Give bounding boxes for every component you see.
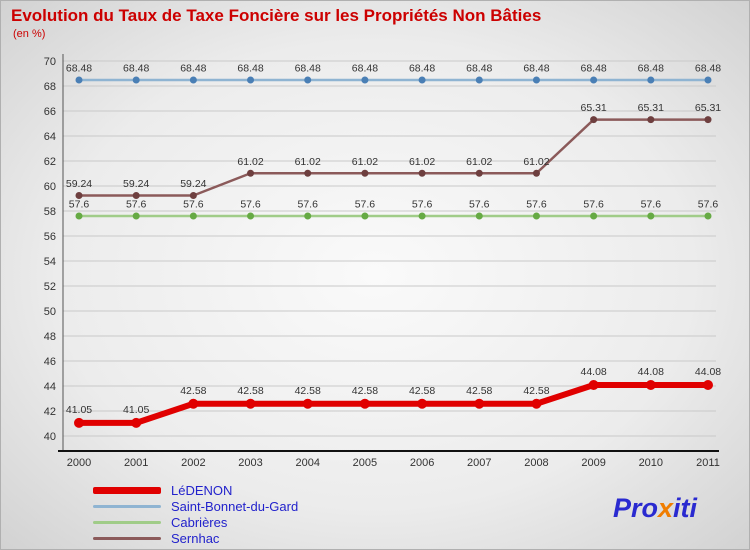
svg-text:57.6: 57.6: [526, 199, 547, 211]
legend-item: Saint-Bonnet-du-Gard: [93, 500, 298, 513]
svg-text:42.58: 42.58: [352, 385, 378, 397]
svg-text:44.08: 44.08: [695, 366, 721, 378]
svg-text:68.48: 68.48: [352, 63, 378, 75]
svg-text:57.6: 57.6: [698, 199, 719, 211]
svg-text:60: 60: [44, 181, 56, 193]
svg-text:57.6: 57.6: [412, 199, 433, 211]
svg-text:68.48: 68.48: [580, 63, 606, 75]
svg-text:70: 70: [44, 56, 56, 68]
svg-text:68.48: 68.48: [180, 63, 206, 75]
legend-color-line: [93, 505, 161, 508]
svg-text:68.48: 68.48: [695, 63, 721, 75]
svg-text:2000: 2000: [67, 457, 91, 469]
svg-text:41.05: 41.05: [123, 404, 149, 416]
svg-text:61.02: 61.02: [237, 156, 263, 168]
svg-text:61.02: 61.02: [352, 156, 378, 168]
legend-color-line: [93, 537, 161, 540]
svg-text:61.02: 61.02: [409, 156, 435, 168]
svg-text:65.31: 65.31: [695, 102, 721, 114]
svg-text:42.58: 42.58: [409, 385, 435, 397]
svg-text:2009: 2009: [581, 457, 605, 469]
svg-text:61.02: 61.02: [295, 156, 321, 168]
logo-text-iti: iti: [673, 493, 697, 523]
chart-canvas: 40 42 44 46 48 50 52 54 56 58 60 62 64 66 68 70 2000 2001…: [44, 54, 721, 469]
svg-text:57.6: 57.6: [183, 199, 204, 211]
legend-item: Cabrières: [93, 516, 298, 529]
svg-text:56: 56: [44, 231, 56, 243]
svg-text:42.58: 42.58: [466, 385, 492, 397]
svg-text:42.58: 42.58: [237, 385, 263, 397]
svg-text:57.6: 57.6: [298, 199, 319, 211]
svg-text:44.08: 44.08: [638, 366, 664, 378]
svg-text:2007: 2007: [467, 457, 491, 469]
svg-text:2002: 2002: [181, 457, 205, 469]
legend-item: Sernhac: [93, 532, 298, 545]
svg-text:40: 40: [44, 431, 56, 443]
svg-text:42.58: 42.58: [180, 385, 206, 397]
svg-text:44.08: 44.08: [580, 366, 606, 378]
svg-text:41.05: 41.05: [66, 404, 92, 416]
svg-text:57.6: 57.6: [126, 199, 147, 211]
svg-text:57.6: 57.6: [583, 199, 604, 211]
svg-text:57.6: 57.6: [469, 199, 490, 211]
legend-label: Cabrières: [171, 515, 228, 530]
svg-text:59.24: 59.24: [123, 178, 149, 190]
svg-text:42.58: 42.58: [523, 385, 549, 397]
svg-text:59.24: 59.24: [66, 178, 92, 190]
svg-text:68.48: 68.48: [523, 63, 549, 75]
logo-text-x: x: [657, 493, 673, 523]
svg-text:61.02: 61.02: [523, 156, 549, 168]
svg-text:52: 52: [44, 281, 56, 293]
svg-text:68.48: 68.48: [409, 63, 435, 75]
svg-text:2004: 2004: [295, 457, 319, 469]
proxiti-logo: Proxiti: [613, 493, 697, 524]
svg-text:2005: 2005: [353, 457, 377, 469]
svg-text:68.48: 68.48: [66, 63, 92, 75]
svg-text:57.6: 57.6: [641, 199, 662, 211]
legend-color-line: [93, 487, 161, 494]
svg-text:65.31: 65.31: [638, 102, 664, 114]
svg-text:2010: 2010: [639, 457, 663, 469]
svg-text:68.48: 68.48: [638, 63, 664, 75]
legend-color-line: [93, 521, 161, 524]
chart-title: Evolution du Taux de Taxe Foncière sur l…: [11, 6, 542, 25]
svg-text:42.58: 42.58: [295, 385, 321, 397]
svg-text:2003: 2003: [238, 457, 262, 469]
svg-text:58: 58: [44, 206, 56, 218]
svg-text:68.48: 68.48: [123, 63, 149, 75]
legend-label: Sernhac: [171, 531, 220, 546]
svg-text:44: 44: [44, 381, 56, 393]
svg-text:59.24: 59.24: [180, 178, 206, 190]
chart-legend: LéDENON Saint-Bonnet-du-Gard Cabrières Sern…: [93, 484, 298, 548]
logo-text-pro: Pro: [612, 493, 658, 523]
svg-text:68: 68: [44, 81, 56, 93]
svg-text:2006: 2006: [410, 457, 434, 469]
svg-text:65.31: 65.31: [580, 102, 606, 114]
svg-text:54: 54: [44, 256, 56, 268]
svg-text:2008: 2008: [524, 457, 548, 469]
svg-text:68.48: 68.48: [466, 63, 492, 75]
svg-text:57.6: 57.6: [355, 199, 376, 211]
legend-label: Saint-Bonnet-du-Gard: [171, 499, 299, 514]
svg-text:48: 48: [44, 331, 56, 343]
svg-text:46: 46: [44, 356, 56, 368]
legend-item: LéDENON: [93, 484, 298, 497]
svg-text:68.48: 68.48: [295, 63, 321, 75]
legend-label: LéDENON: [171, 483, 233, 498]
svg-text:62: 62: [44, 156, 56, 168]
svg-text:66: 66: [44, 106, 56, 118]
svg-text:57.6: 57.6: [240, 199, 261, 211]
svg-text:2001: 2001: [124, 457, 148, 469]
svg-text:57.6: 57.6: [69, 199, 90, 211]
svg-text:2011: 2011: [696, 457, 720, 469]
svg-text:68.48: 68.48: [237, 63, 263, 75]
chart-subtitle: (en %): [13, 28, 46, 40]
svg-text:64: 64: [44, 131, 56, 143]
svg-text:50: 50: [44, 306, 56, 318]
svg-text:61.02: 61.02: [466, 156, 492, 168]
svg-text:42: 42: [44, 406, 56, 418]
